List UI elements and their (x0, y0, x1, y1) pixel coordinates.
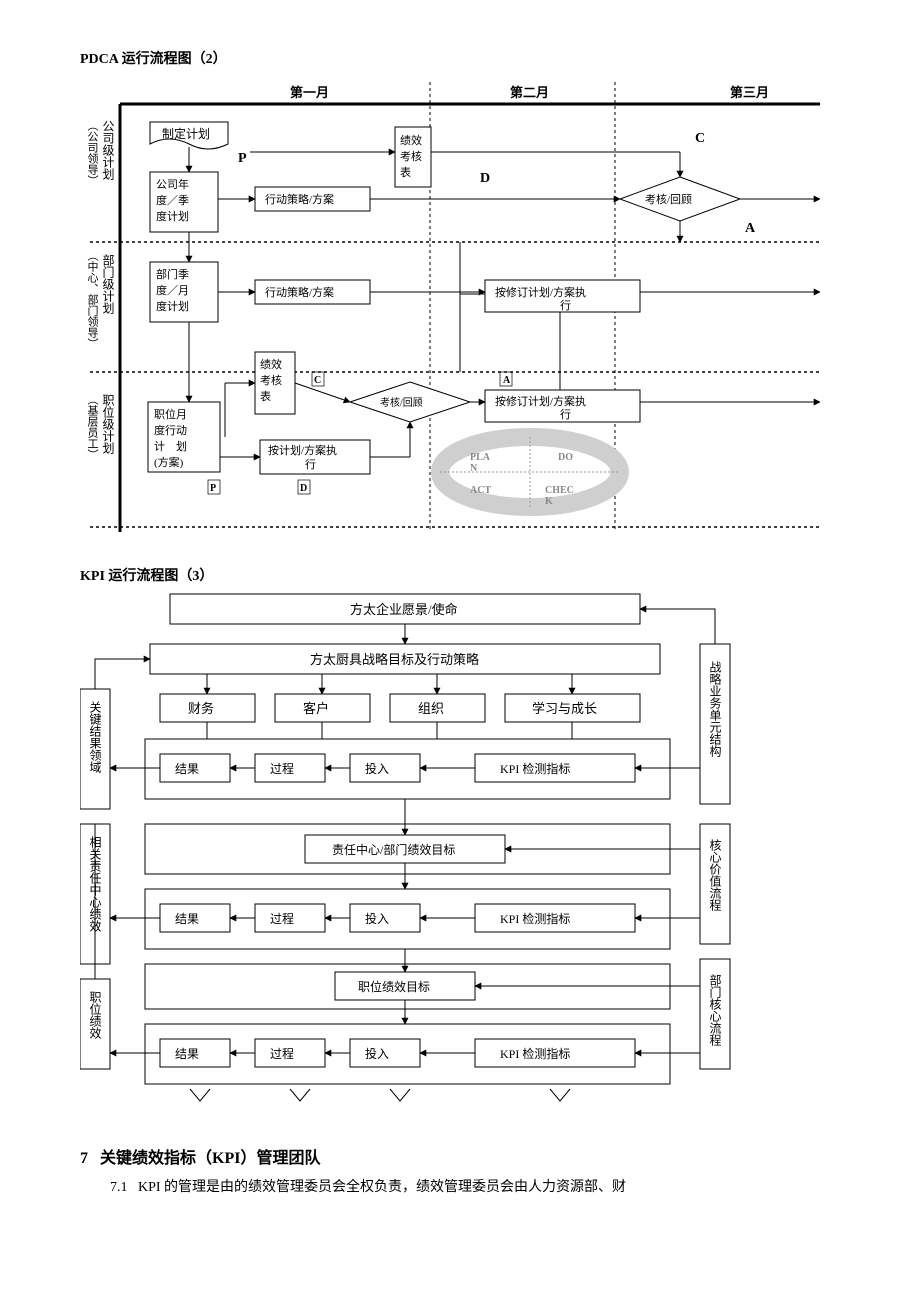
r1-process: 过程 (270, 761, 294, 776)
svg-text:按修订计划/方案执: 按修订计划/方案执 (495, 285, 586, 299)
left-label-0: 关键结果领域 (88, 701, 102, 773)
month-3: 第三月 (730, 85, 769, 100)
left-label-2: 职位绩效 (88, 991, 102, 1040)
persp-2: 组织 (418, 701, 444, 716)
pdca-title: PDCA 运行流程图（2） (80, 48, 840, 68)
node-action-plan: 行动策略/方案 (265, 192, 334, 206)
wheel-act: ACT (470, 485, 491, 496)
svg-text:行: 行 (560, 408, 571, 421)
r3-result: 结果 (175, 1047, 199, 1061)
persp-3: 学习与成长 (532, 701, 597, 716)
node-review: 考核/回顾 (645, 192, 692, 206)
letter-A: A (745, 221, 756, 236)
node-make-plan: 制定计划 (162, 126, 210, 141)
r2-process: 过程 (270, 911, 294, 926)
month-2: 第二月 (510, 85, 549, 100)
small-D: D (300, 483, 307, 494)
row0-sub: （公司领导） (86, 120, 99, 186)
r1-input: 投入 (365, 761, 389, 776)
section-text: KPI 的管理是由的绩效管理委员会全权负责，绩效管理委员会由人力资源部、财 (138, 1180, 626, 1195)
small-C: C (314, 375, 321, 386)
r1-metric: KPI 检测指标 (500, 761, 570, 776)
kpi-flowchart: 关键结果领域 相关责任中心绩效 职位绩效 战略业务单元结构 核心价值流程 部门核… (80, 589, 820, 1109)
r2-input: 投入 (365, 911, 389, 926)
r2-metric: KPI 检测指标 (500, 911, 570, 926)
svg-text:CHEC: CHEC (545, 485, 574, 496)
letter-C: C (695, 131, 705, 146)
svg-text:考核: 考核 (400, 149, 422, 163)
row2-group: 职位级计划 (101, 394, 115, 454)
section-sub: 7.1 (110, 1180, 128, 1195)
pdca-flowchart: 第一月 第二月 第三月 公司级计划 （公司领导） 部门级计划 （中心、部门领导）… (80, 72, 820, 542)
letter-P: P (238, 151, 247, 166)
r3-process: 过程 (270, 1046, 294, 1061)
small-P: P (210, 483, 216, 494)
row1-group: 部门级计划 (101, 253, 115, 314)
svg-text:度行动: 度行动 (154, 423, 187, 437)
svg-text:(方案): (方案) (154, 455, 184, 469)
section-heading: 7 关键绩效指标（KPI）管理团队 (80, 1144, 840, 1168)
right-label-2: 部门核心流程 (708, 973, 722, 1047)
node-dept-action: 行动策略/方案 (265, 285, 334, 299)
svg-text:部门季: 部门季 (156, 267, 189, 281)
svg-text:K: K (545, 496, 553, 507)
row1-sub: （中心、部门领导） (86, 250, 99, 349)
section-body: 7.1 KPI 的管理是由的绩效管理委员会全权负责，绩效管理委员会由人力资源部、… (110, 1176, 840, 1200)
svg-text:表: 表 (400, 165, 411, 179)
svg-text:按计划/方案执: 按计划/方案执 (268, 443, 337, 457)
persp-1: 客户 (303, 701, 329, 716)
svg-text:N: N (470, 463, 478, 474)
row-label-dept: 部门级计划 （中心、部门领导） (86, 250, 115, 349)
r1-result: 结果 (175, 762, 199, 776)
svg-text:度计划: 度计划 (156, 209, 189, 223)
svg-text:职位月: 职位月 (154, 407, 187, 421)
month-1: 第一月 (290, 85, 329, 100)
bottom-chevrons (190, 1089, 570, 1101)
svg-text:公司年: 公司年 (156, 177, 189, 191)
kpi-title: KPI 运行流程图（3） (80, 565, 840, 585)
node-pos-review: 考核/回顾 (380, 396, 423, 409)
svg-text:度计划: 度计划 (156, 299, 189, 313)
row2-sub: （基层员工） (86, 394, 99, 460)
right-label-1: 核心价值流程 (708, 839, 722, 912)
svg-text:度／季: 度／季 (156, 193, 189, 207)
small-A: A (503, 375, 511, 386)
svg-text:PLA: PLA (470, 452, 491, 463)
wheel-do: DO (558, 452, 573, 463)
r3-metric: KPI 检测指标 (500, 1046, 570, 1061)
svg-text:计 划: 计 划 (154, 440, 187, 453)
letter-D: D (480, 171, 490, 186)
r3-input: 投入 (365, 1046, 389, 1061)
kpi-perspectives: 财务 客户 组织 学习与成长 (160, 694, 640, 722)
right-label-0: 战略业务单元结构 (708, 661, 722, 758)
svg-text:绩效: 绩效 (260, 357, 282, 371)
pdca-wheel: PLA N DO ACT CHEC K (440, 437, 628, 507)
kpi-strategy: 方太厨具战略目标及行动策略 (310, 652, 479, 667)
svg-text:度／月: 度／月 (156, 283, 189, 297)
section-head-text: 关键绩效指标（KPI）管理团队 (100, 1150, 320, 1167)
svg-text:行: 行 (305, 458, 316, 471)
svg-text:表: 表 (260, 389, 271, 403)
persp-0: 财务 (188, 701, 214, 716)
row-label-company: 公司级计划 （公司领导） (86, 120, 115, 186)
kpi-vision: 方太企业愿景/使命 (350, 602, 458, 617)
pos-goal: 职位绩效目标 (358, 979, 430, 994)
svg-text:行: 行 (560, 299, 571, 312)
svg-text:考核: 考核 (260, 373, 282, 387)
row-label-pos: 职位级计划 （基层员工） (86, 394, 115, 460)
dept-goal: 责任中心/部门绩效目标 (332, 842, 455, 857)
section-num: 7 (80, 1150, 88, 1167)
row0-group: 公司级计划 (101, 120, 115, 180)
svg-text:按修订计划/方案执: 按修订计划/方案执 (495, 394, 586, 408)
r2-result: 结果 (175, 912, 199, 926)
svg-text:绩效: 绩效 (400, 133, 422, 147)
